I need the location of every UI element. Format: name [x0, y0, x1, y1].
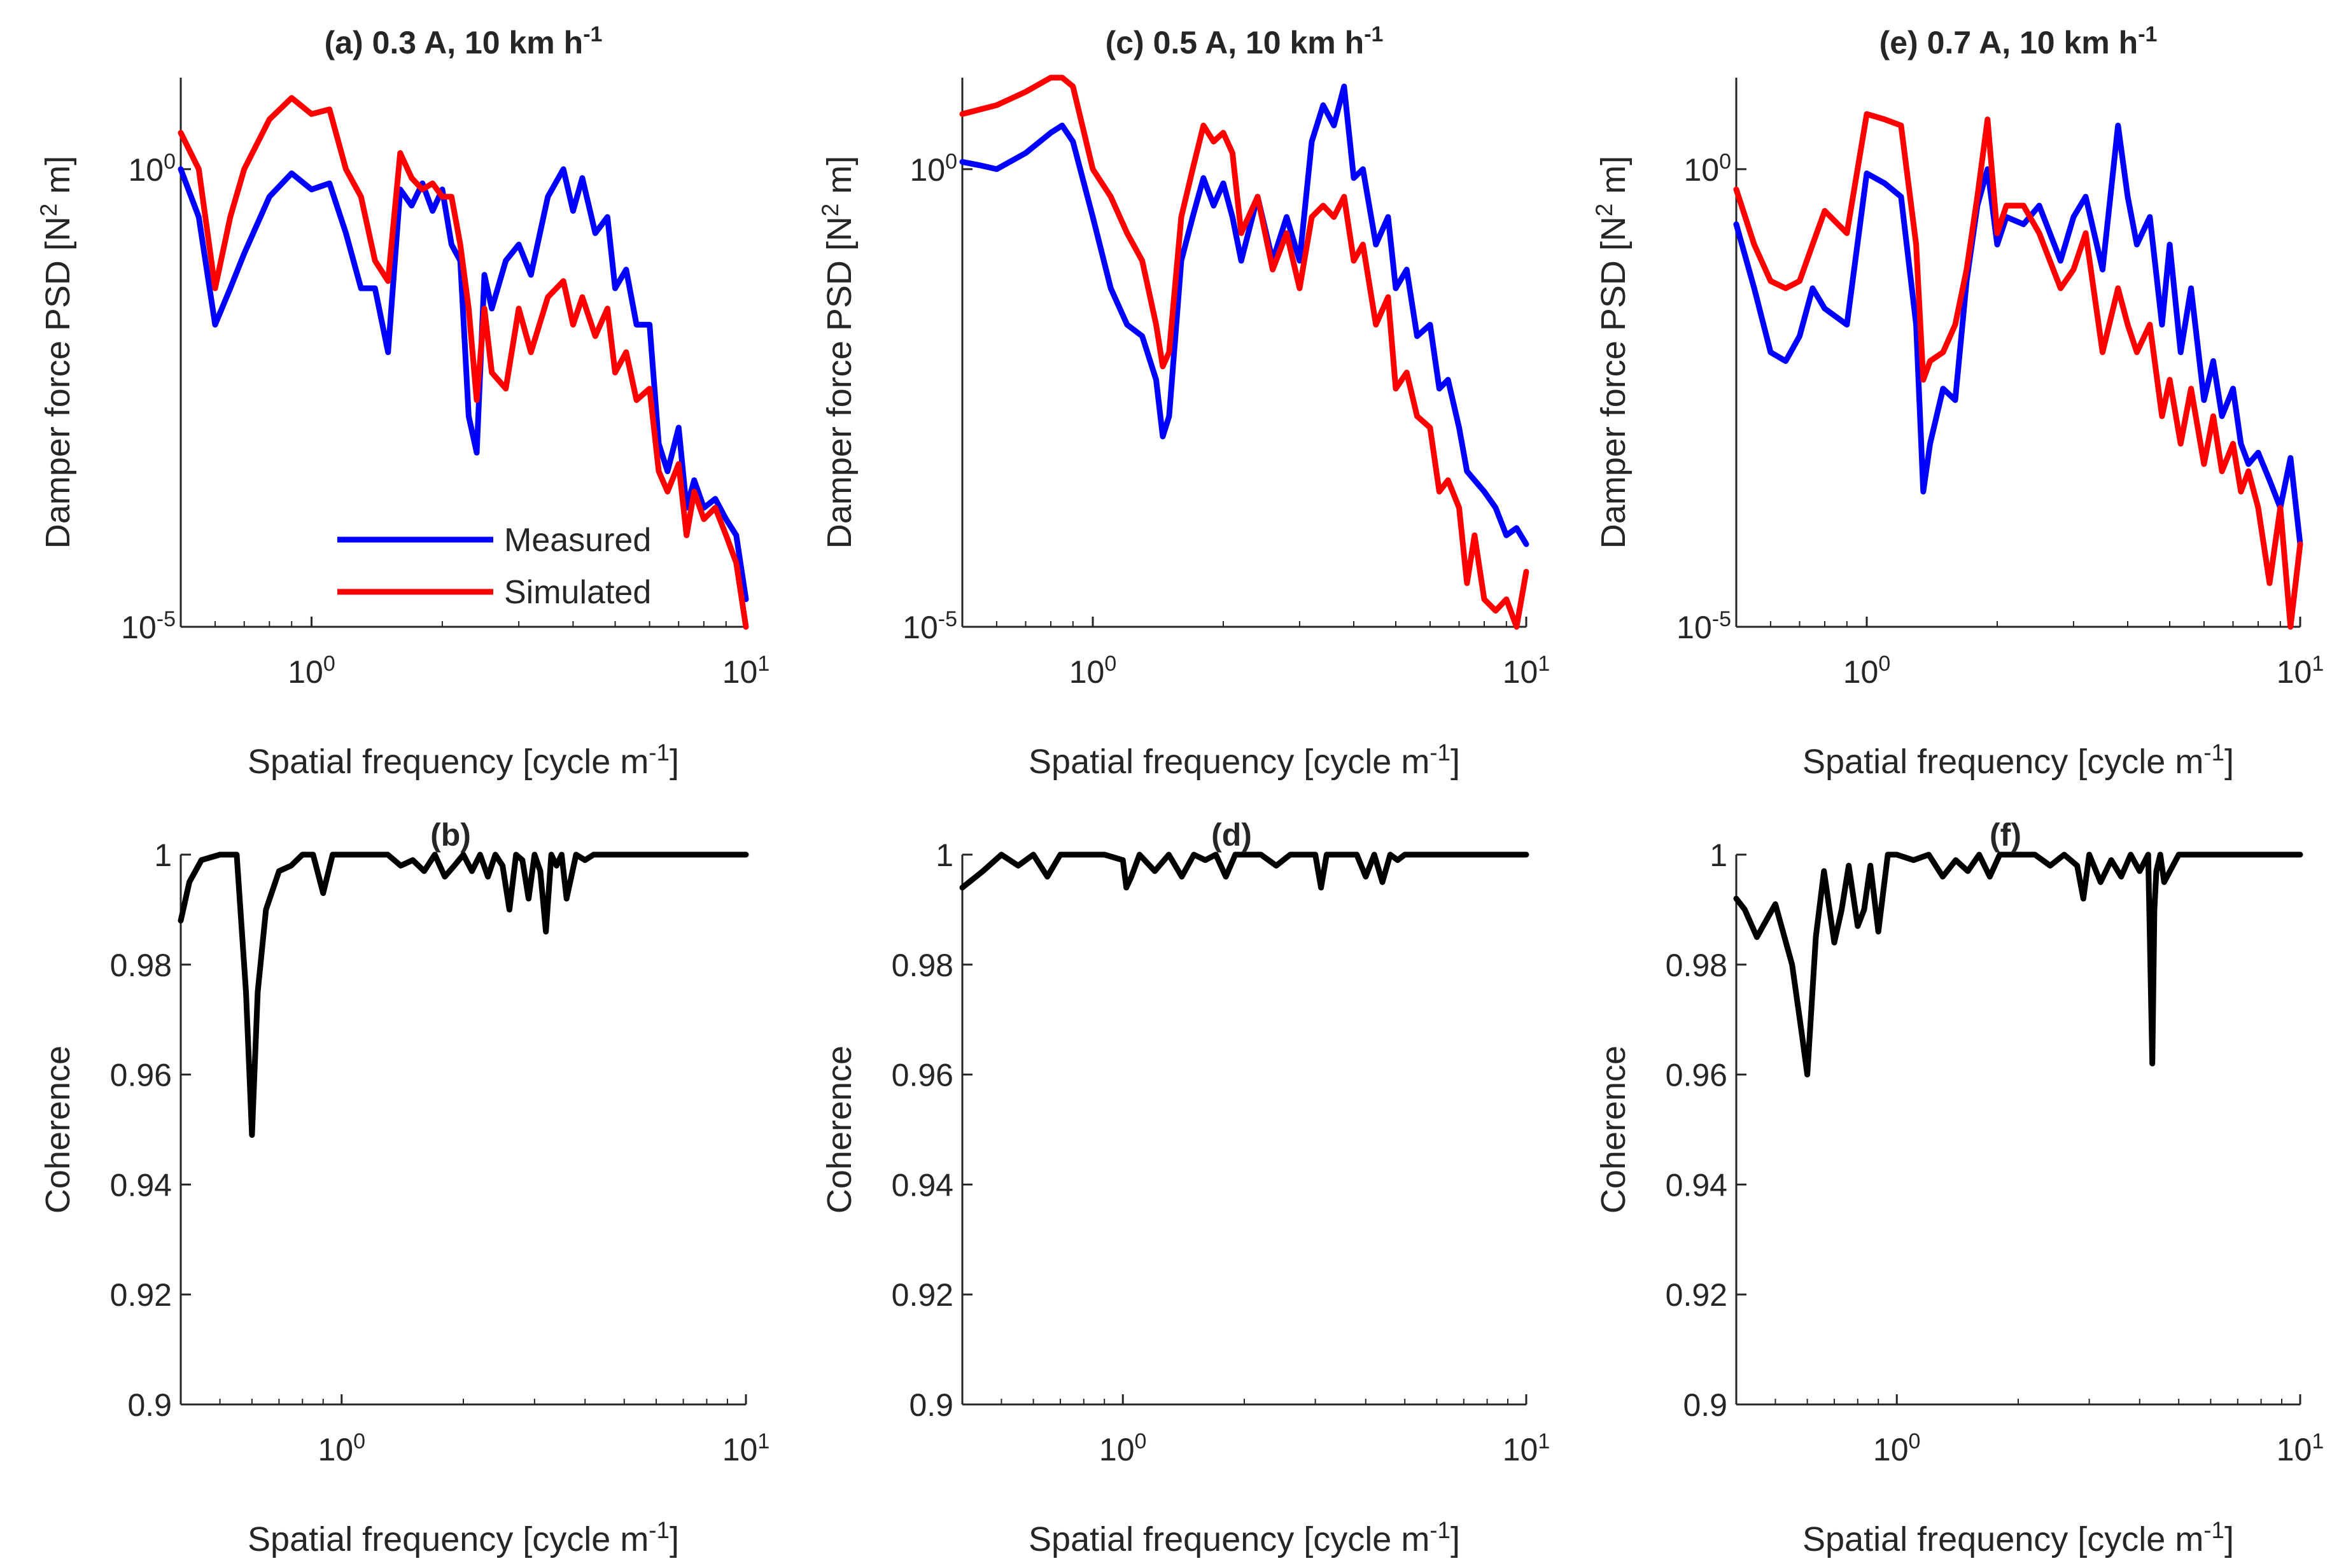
series-coherence-d	[959, 851, 1529, 891]
panel-title: (c) 0.5 A, 10 km h-1	[1106, 22, 1384, 60]
panel-title: (a) 0.3 A, 10 km h-1	[325, 22, 603, 60]
x-tick-label: 101	[2277, 1429, 2324, 1467]
y-tick-label: 0.96	[110, 1058, 172, 1093]
series-measured-a	[178, 166, 749, 603]
panel-f: 100 101 0.9 0.92 0.94 0.96 0.98 1 (f) Spatial fre…	[1594, 817, 2324, 1558]
y-tick-label: 100	[128, 150, 176, 188]
series-simulated-c	[959, 74, 1529, 630]
y-tick-label: 10-5	[1676, 607, 1731, 645]
panel-d: 100 101 0.9 0.92 0.94 0.96 0.98 1 (d) Spatial fre…	[820, 817, 1550, 1558]
panel-title: (e) 0.7 A, 10 km h-1	[1879, 22, 2158, 60]
y-tick-label: 0.94	[1666, 1167, 1727, 1203]
y-tick-label: 0.9	[1683, 1387, 1727, 1423]
legend-label-measured: Measured	[504, 522, 651, 559]
y-tick-label: 0.94	[110, 1167, 172, 1203]
panel-title: (b)	[430, 817, 471, 853]
x-axis-label: Spatial frequency [cycle m-1]	[1802, 739, 2234, 781]
panel-a: 100 101 100 10-5 (a) 0.3 A, 10 km h-1 Spatial…	[36, 22, 770, 781]
y-axis-label: Damper force PSD [N2 m]	[817, 156, 859, 549]
series-measured-e	[1733, 122, 2303, 547]
x-tick-label: 100	[288, 652, 335, 690]
y-axis-label: Coherence	[1594, 1046, 1633, 1214]
series-coherence-b	[178, 851, 749, 1138]
y-axis-label: Damper force PSD [N2 m]	[36, 156, 78, 549]
y-axis-label: Coherence	[39, 1046, 77, 1214]
x-tick-label: 100	[1099, 1429, 1147, 1467]
panel-c: 100 101 100 10-5 (c) 0.5 A, 10 km h-1 Spatial…	[817, 22, 1550, 781]
legend: Measured Simulated	[337, 522, 651, 611]
y-axis-label: Damper force PSD [N2 m]	[1591, 156, 1633, 549]
x-tick-label: 100	[318, 1429, 366, 1467]
x-axis-label: Spatial frequency [cycle m-1]	[1802, 1517, 2234, 1559]
y-tick-label: 0.98	[110, 948, 172, 983]
y-tick-label: 1	[1710, 837, 1727, 873]
y-tick-label: 100	[1683, 150, 1731, 188]
legend-label-simulated: Simulated	[504, 574, 651, 611]
y-tick-label: 0.96	[1666, 1058, 1727, 1093]
y-tick-label: 10-5	[903, 607, 957, 645]
x-axis-label: Spatial frequency [cycle m-1]	[1029, 739, 1460, 781]
y-tick-label: 0.92	[892, 1277, 953, 1313]
x-tick-label: 100	[1069, 652, 1117, 690]
panel-title: (d)	[1211, 817, 1252, 853]
panel-b: 100 101 0.9 0.92 0.94 0.96 0.98 1 (b) Spatial fre…	[39, 817, 769, 1558]
panel-title: (f)	[1990, 817, 2021, 853]
x-tick-label: 101	[1503, 652, 1550, 690]
x-axis-label: Spatial frequency [cycle m-1]	[248, 739, 679, 781]
y-tick-label: 0.94	[892, 1167, 953, 1203]
x-tick-label: 101	[722, 652, 770, 690]
x-axis-label: Spatial frequency [cycle m-1]	[248, 1517, 679, 1559]
panel-e: 100 101 100 10-5 (e) 0.7 A, 10 km h-1 Spatial…	[1591, 22, 2324, 781]
y-tick-label: 0.9	[909, 1387, 953, 1423]
y-tick-label: 0.92	[1666, 1277, 1727, 1313]
y-tick-label: 0.98	[892, 948, 953, 983]
series-simulated-e	[1733, 111, 2303, 630]
y-tick-label: 0.96	[892, 1058, 953, 1093]
series-simulated-a	[178, 95, 749, 630]
y-tick-label: 100	[910, 150, 957, 188]
y-tick-label: 10-5	[121, 607, 176, 645]
y-axis-label: Coherence	[820, 1046, 859, 1214]
x-tick-label: 101	[1503, 1429, 1550, 1467]
y-tick-label: 0.9	[127, 1387, 172, 1423]
y-tick-label: 1	[936, 837, 953, 873]
x-tick-label: 101	[722, 1429, 770, 1467]
x-tick-label: 100	[1873, 1429, 1921, 1467]
series-coherence-f	[1733, 851, 2303, 1078]
y-tick-label: 0.98	[1666, 948, 1727, 983]
y-tick-label: 0.92	[110, 1277, 172, 1313]
x-tick-label: 100	[1843, 652, 1891, 690]
series-measured-c	[959, 83, 1529, 547]
y-tick-label: 1	[154, 837, 172, 873]
x-axis-label: Spatial frequency [cycle m-1]	[1029, 1517, 1460, 1559]
x-tick-label: 101	[2277, 652, 2324, 690]
